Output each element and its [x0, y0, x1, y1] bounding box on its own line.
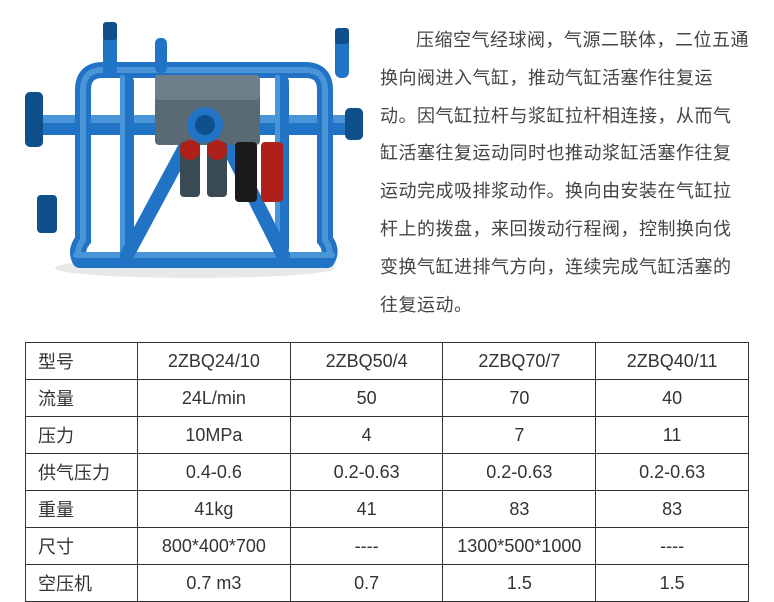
- top-section: 压缩空气经球阀，气源二联体，二位五通换向阀进入气缸，推动气缸活塞作往复运动。因气…: [25, 20, 749, 324]
- table-cell: 24L/min: [138, 380, 291, 417]
- header-cell: 2ZBQ24/10: [138, 343, 291, 380]
- table-cell: 10MPa: [138, 417, 291, 454]
- row-label: 重量: [26, 491, 138, 528]
- row-label: 流量: [26, 380, 138, 417]
- table-header-row: 型号 2ZBQ24/10 2ZBQ50/4 2ZBQ70/7 2ZBQ40/11: [26, 343, 749, 380]
- table-cell: ----: [290, 528, 443, 565]
- table-cell: 0.2-0.63: [290, 454, 443, 491]
- row-label: 空压机: [26, 565, 138, 602]
- table-cell: 1.5: [596, 565, 749, 602]
- table-row: 尺寸800*400*700----1300*500*1000----: [26, 528, 749, 565]
- table-row: 重量41kg418383: [26, 491, 749, 528]
- row-label: 压力: [26, 417, 138, 454]
- table-cell: 41kg: [138, 491, 291, 528]
- table-cell: 0.7 m3: [138, 565, 291, 602]
- table-row: 空压机0.7 m30.71.51.5: [26, 565, 749, 602]
- table-cell: 800*400*700: [138, 528, 291, 565]
- header-cell: 2ZBQ40/11: [596, 343, 749, 380]
- table-cell: 4: [290, 417, 443, 454]
- row-label: 供气压力: [26, 454, 138, 491]
- table-row: 流量24L/min507040: [26, 380, 749, 417]
- table-cell: 41: [290, 491, 443, 528]
- header-cell: 2ZBQ50/4: [290, 343, 443, 380]
- product-image: [25, 20, 365, 280]
- table-cell: 0.7: [290, 565, 443, 602]
- table-cell: ----: [596, 528, 749, 565]
- table-cell: 7: [443, 417, 596, 454]
- table-row: 供气压力0.4-0.60.2-0.630.2-0.630.2-0.63: [26, 454, 749, 491]
- table-cell: 70: [443, 380, 596, 417]
- table-cell: 40: [596, 380, 749, 417]
- description-text: 压缩空气经球阀，气源二联体，二位五通换向阀进入气缸，推动气缸活塞作往复运动。因气…: [380, 20, 749, 324]
- table-cell: 0.2-0.63: [596, 454, 749, 491]
- header-cell: 型号: [26, 343, 138, 380]
- table-cell: 83: [443, 491, 596, 528]
- table-cell: 50: [290, 380, 443, 417]
- row-label: 尺寸: [26, 528, 138, 565]
- table-cell: 1300*500*1000: [443, 528, 596, 565]
- header-cell: 2ZBQ70/7: [443, 343, 596, 380]
- table-cell: 83: [596, 491, 749, 528]
- table-cell: 0.4-0.6: [138, 454, 291, 491]
- table-row: 压力10MPa4711: [26, 417, 749, 454]
- table-cell: 1.5: [443, 565, 596, 602]
- spec-table: 型号 2ZBQ24/10 2ZBQ50/4 2ZBQ70/7 2ZBQ40/11…: [25, 342, 749, 602]
- table-cell: 0.2-0.63: [443, 454, 596, 491]
- table-cell: 11: [596, 417, 749, 454]
